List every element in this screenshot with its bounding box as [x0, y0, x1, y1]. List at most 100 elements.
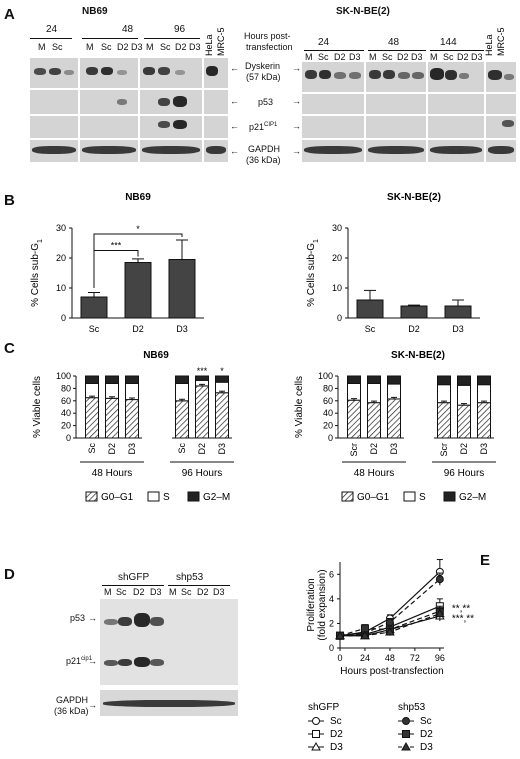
- y-axis-label: % Cells sub-G1: [30, 239, 44, 307]
- legend-swatch-g2m: [443, 491, 456, 502]
- blot-divider: [138, 58, 140, 162]
- band: [488, 146, 514, 154]
- bar-g2m: [175, 375, 189, 384]
- legend-swatch-s: [403, 491, 416, 502]
- bar-s: [457, 384, 471, 406]
- band: [158, 121, 170, 128]
- blot-divider: [30, 114, 228, 116]
- band: [459, 73, 469, 79]
- x-tick-label: 48: [385, 653, 395, 663]
- panel-c-letter: C: [4, 340, 15, 357]
- bar-g2m: [215, 375, 229, 383]
- band: [143, 67, 155, 75]
- a-right-hela-label: HeLa: [484, 34, 494, 56]
- x-tick-label: D2: [197, 443, 207, 455]
- a-left-lane-label: D2: [175, 42, 187, 52]
- chart-c-sknbe2: SK-N-BE(2) % Viable cells 0 20 40 60 80 100 Scr D…: [294, 350, 496, 503]
- y-tick-label: 40: [323, 408, 333, 418]
- a-right-lane-label: M: [369, 52, 377, 62]
- y-tick-label: 30: [56, 223, 66, 233]
- legend-marker: [402, 717, 410, 725]
- panel-d-letter: D: [4, 566, 15, 583]
- x-tick-label: Sc: [87, 443, 97, 454]
- sig-label: **,**: [452, 604, 470, 615]
- d-blot-top: [100, 599, 238, 685]
- band: [173, 120, 187, 129]
- a-right-mrc5-label: MRC-5: [496, 28, 506, 57]
- y-tick-label: 10: [56, 283, 66, 293]
- band: [488, 70, 502, 80]
- series-line: [339, 578, 441, 637]
- band: [150, 659, 164, 666]
- bar-g0g1: [105, 397, 119, 439]
- band: [206, 146, 226, 154]
- chart-c-nb69: NB69 % Viable cells 0 20 40 60 80 100 Sc D2 D3 Sc D2…: [32, 350, 234, 503]
- y-tick-label: 80: [61, 383, 71, 393]
- legend-label: D3: [330, 742, 343, 753]
- group-label: 96 Hours: [182, 468, 223, 479]
- d-lane-label: M: [104, 587, 112, 597]
- data-point: [435, 575, 444, 584]
- d-marker-gapdh: GAPDH: [56, 695, 89, 705]
- band: [319, 70, 331, 79]
- a-right-lane-label: D3: [349, 52, 361, 62]
- band: [334, 72, 346, 79]
- a-right-hour-rule: [368, 50, 426, 51]
- a-marker-gapdh: GAPDH: [248, 144, 281, 154]
- band: [430, 146, 482, 154]
- bar-s: [105, 382, 119, 399]
- x-axis-label: Hours post-transfection: [340, 666, 443, 677]
- x-tick-label: 72: [410, 653, 420, 663]
- a-left-hela-label: HeLa: [204, 34, 214, 56]
- a-hours-label: Hours post-: [244, 31, 291, 41]
- band: [502, 120, 514, 127]
- chart-title: SK-N-BE(2): [391, 350, 445, 361]
- x-tick-label: Sc: [89, 324, 100, 334]
- sig-label: *: [220, 366, 224, 376]
- d-marker-arrow: →: [88, 613, 97, 623]
- sig-bracket: [93, 250, 139, 288]
- bar-g0g1: [195, 385, 209, 439]
- d-marker-p53: p53: [70, 613, 86, 623]
- legend-label-g0g1: G0–G1: [357, 492, 390, 503]
- band: [117, 70, 127, 75]
- bar-s: [387, 383, 401, 400]
- band: [504, 74, 514, 80]
- y-tick-label: 100: [318, 371, 333, 381]
- y-tick-label: 80: [323, 383, 333, 393]
- legend-swatch-s: [147, 491, 160, 502]
- bar-g0g1: [387, 398, 401, 439]
- legend-swatch-g0g1: [85, 491, 98, 502]
- bar-g0g1: [437, 402, 451, 439]
- a-right-lane-label: D2: [457, 52, 469, 62]
- a-left-hour-label: 48: [122, 24, 134, 35]
- a-right-hour-label: 144: [440, 37, 457, 48]
- band: [158, 98, 170, 106]
- legend-label: D2: [420, 729, 433, 740]
- d-lane-label: Sc: [181, 587, 192, 597]
- sig-label: ***: [111, 241, 122, 251]
- group-label: 48 Hours: [92, 468, 133, 479]
- bar: [444, 305, 472, 319]
- d-marker-arrow: →: [88, 700, 97, 710]
- group-label: 96 Hours: [444, 468, 485, 479]
- x-tick-label: D3: [452, 324, 464, 334]
- panel-b-letter: B: [4, 192, 15, 209]
- bar-g2m: [457, 375, 471, 386]
- d-group-rule: [102, 585, 164, 586]
- a-marker-arrow: ←: [230, 96, 239, 106]
- y-tick-label: 20: [56, 253, 66, 263]
- a-marker-p21-sup: CIP1: [264, 122, 278, 128]
- bar-g2m: [477, 375, 491, 386]
- y-tick-label: 60: [323, 396, 333, 406]
- a-marker-arrow: ←: [230, 146, 239, 156]
- bar-g0g1: [367, 402, 381, 439]
- blot-divider: [30, 88, 228, 90]
- a-right-hour-label: 24: [318, 37, 330, 48]
- bar: [356, 299, 384, 319]
- a-marker-arrow: →: [292, 96, 301, 106]
- y-axis-label: % Viable cells: [294, 376, 305, 438]
- a-left-hour-label: 24: [46, 24, 58, 35]
- chart-title: SK-N-BE(2): [387, 192, 441, 203]
- sig-label: *: [136, 224, 140, 234]
